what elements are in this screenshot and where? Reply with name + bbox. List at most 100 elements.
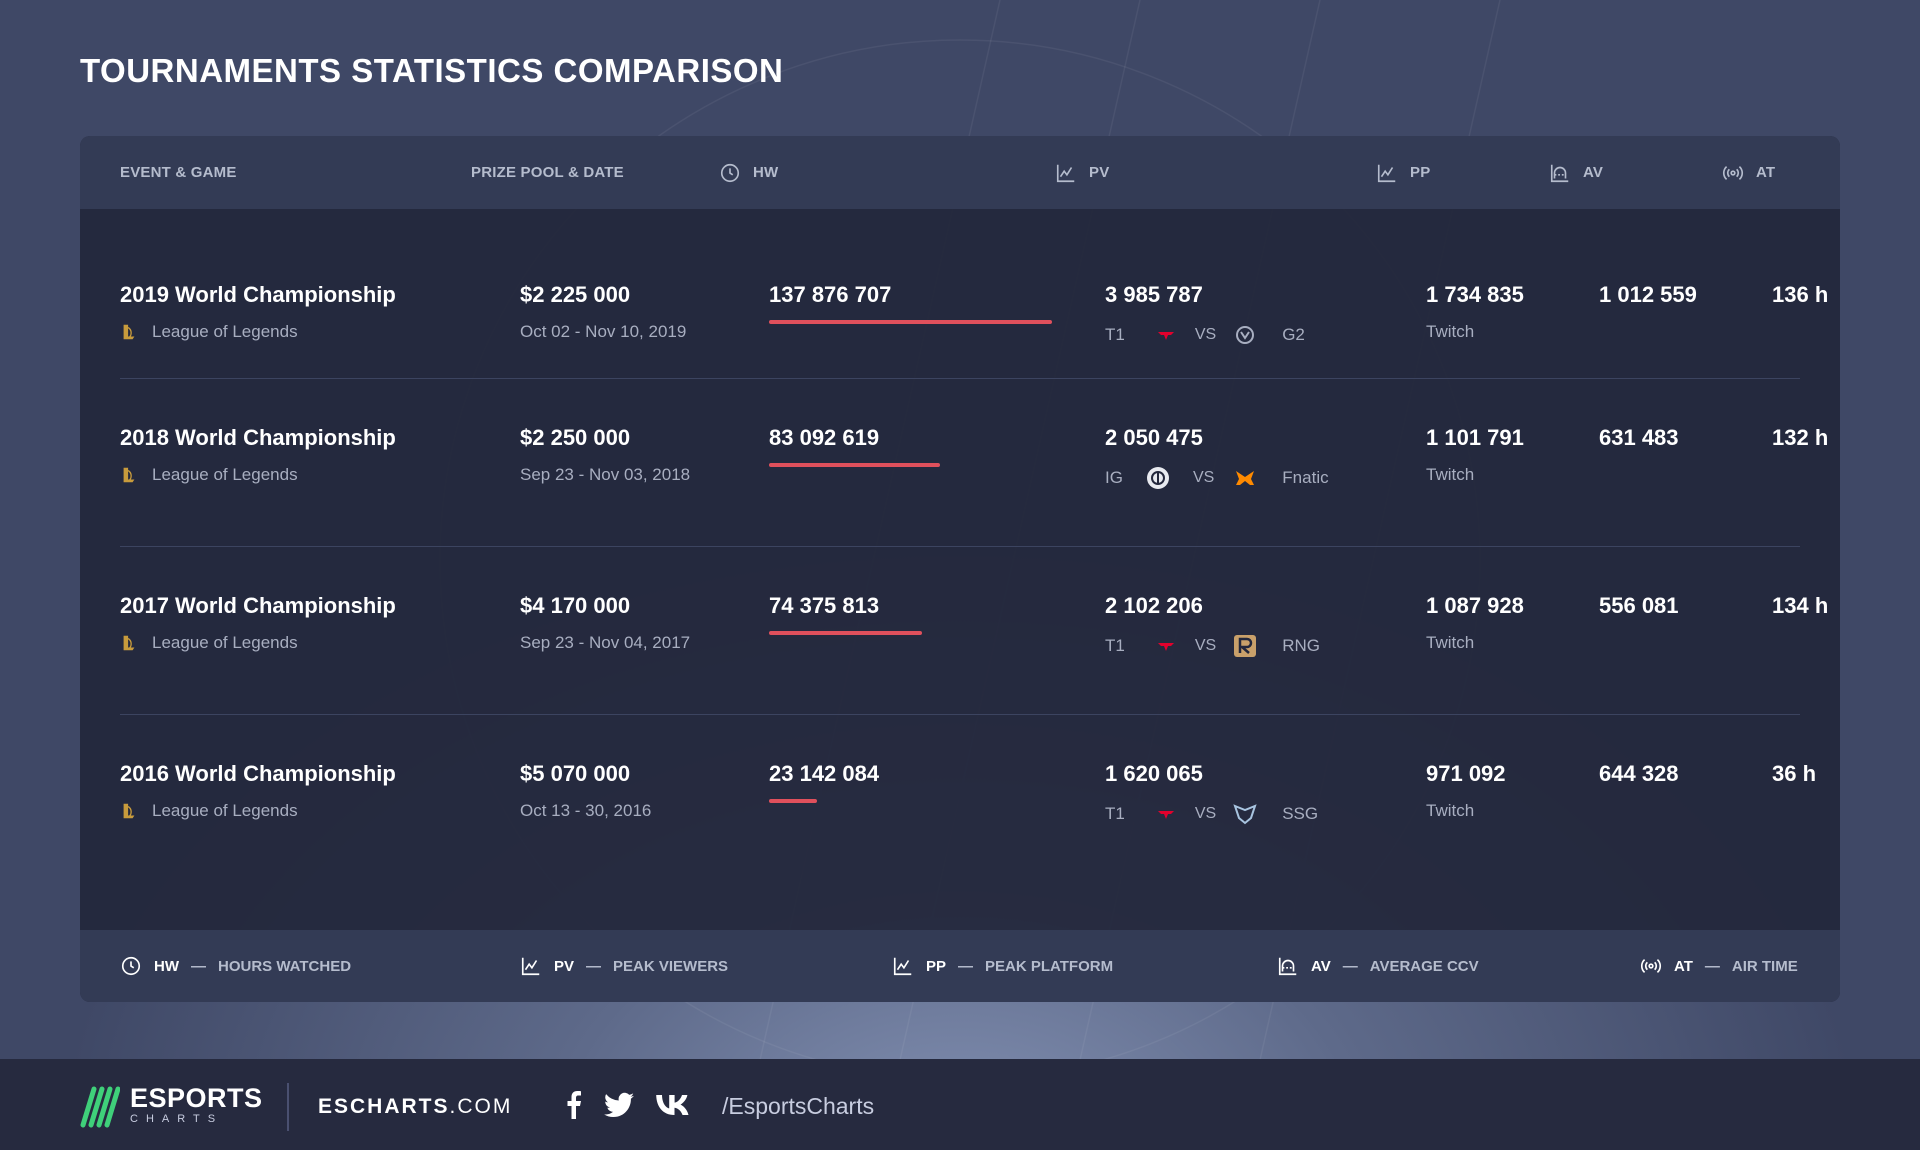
air-time: 136 h <box>1772 282 1829 307</box>
air-time: 132 h <box>1772 425 1829 450</box>
team1-name: T1 <box>1105 804 1125 823</box>
chart-icon <box>893 957 912 976</box>
hours-watched: 74 375 813 <box>769 593 880 618</box>
peak-platform-name: Twitch <box>1426 465 1475 484</box>
ssg-logo <box>1232 801 1258 827</box>
game-name: League of Legends <box>152 322 298 341</box>
team2-name: RNG <box>1282 636 1320 655</box>
peak-platform-name: Twitch <box>1426 322 1475 341</box>
hours-watched-bar <box>769 799 817 803</box>
team2-name: SSG <box>1282 804 1319 823</box>
av-cell: 644 328 <box>1599 761 1679 787</box>
hours-watched-bar <box>769 463 940 467</box>
event-cell: 2019 World Championship League of Legend… <box>120 282 396 342</box>
average-chart-icon <box>1278 957 1297 976</box>
prize-cell: $2 225 000 Oct 02 - Nov 10, 2019 <box>520 282 686 342</box>
vs-label: VS <box>1194 326 1217 343</box>
pv-cell: 3 985 787 T1 VS G2 <box>1105 282 1305 348</box>
hours-watched: 137 876 707 <box>769 282 892 307</box>
peak-platform-value: 1 734 835 <box>1426 282 1524 307</box>
average-chart-icon <box>1550 164 1569 182</box>
broadcast-icon <box>1640 958 1662 974</box>
hours-watched-bar <box>769 320 1052 324</box>
hours-watched-bar <box>769 631 922 635</box>
table-body: 2019 World Championship League of Legend… <box>120 209 1828 885</box>
event-name: 2016 World Championship <box>120 761 396 786</box>
hw-cell: 83 092 619 <box>769 425 940 467</box>
header-pv: PV <box>1055 136 1109 209</box>
brand-subtitle: CHARTS <box>130 1113 224 1125</box>
av-cell: 631 483 <box>1599 425 1679 451</box>
pp-cell: 1 087 928 Twitch <box>1426 593 1524 653</box>
header-prize-date: PRIZE POOL & DATE <box>471 164 624 181</box>
event-date: Oct 02 - Nov 10, 2019 <box>520 322 687 341</box>
prize-cell: $4 170 000 Sep 23 - Nov 04, 2017 <box>520 593 690 653</box>
twitter-icon[interactable] <box>604 1091 634 1119</box>
brand-logo[interactable]: ESPORTS CHARTS <box>80 1081 263 1129</box>
pp-cell: 1 101 791 Twitch <box>1426 425 1524 485</box>
chart-icon <box>1377 164 1396 182</box>
social-handle[interactable]: /EsportsCharts <box>722 1093 875 1119</box>
social-links <box>566 1091 690 1119</box>
team1-name: IG <box>1105 468 1123 487</box>
stats-table: EVENT & GAME PRIZE POOL & DATE HW PV PP … <box>80 136 1840 1002</box>
prize-pool: $2 250 000 <box>520 425 631 450</box>
facebook-icon[interactable] <box>566 1091 582 1119</box>
pv-cell: 2 050 475 IG VS Fnatic <box>1105 425 1329 491</box>
team1-name: T1 <box>1105 636 1125 655</box>
team1-name: T1 <box>1105 325 1125 344</box>
prize-pool: $5 070 000 <box>520 761 631 786</box>
team2-name: G2 <box>1282 325 1305 344</box>
av-cell: 1 012 559 <box>1599 282 1697 308</box>
event-cell: 2016 World Championship League of Legend… <box>120 761 396 821</box>
brand-name: ESPORTS <box>130 1083 263 1113</box>
event-date: Sep 23 - Nov 04, 2017 <box>520 633 691 652</box>
league-of-legends-icon <box>123 324 135 340</box>
league-of-legends-icon <box>123 467 135 483</box>
team2-name: Fnatic <box>1282 468 1329 487</box>
t1-logo <box>1153 801 1179 827</box>
hw-cell: 74 375 813 <box>769 593 922 635</box>
event-name: 2019 World Championship <box>120 282 396 307</box>
header-at: AT <box>1722 136 1775 209</box>
peak-platform-value: 971 092 <box>1426 761 1506 786</box>
legend-item-at: AT — AIR TIME <box>1640 930 1798 1002</box>
event-date: Sep 23 - Nov 03, 2018 <box>520 465 691 484</box>
website-link[interactable]: ESCHARTS.COM <box>318 1095 513 1118</box>
event-name: 2017 World Championship <box>120 593 396 618</box>
chart-icon <box>1056 164 1075 182</box>
legend: HW — HOURS WATCHED PV — PEAK VIEWERS PP — PEAK… <box>80 930 1840 1002</box>
table-row[interactable]: 2019 World Championship League of Legend… <box>120 209 1828 379</box>
peak-match: T1 VS SSG <box>1105 801 1318 827</box>
pp-cell: 971 092 Twitch <box>1426 761 1506 821</box>
pp-cell: 1 734 835 Twitch <box>1426 282 1524 342</box>
legend-item-av: AV — AVERAGE CCV <box>1277 930 1479 1002</box>
broadcast-icon <box>1722 165 1744 180</box>
pv-cell: 1 620 065 T1 VS SSG <box>1105 761 1318 827</box>
peak-viewers: 2 102 206 <box>1105 593 1203 618</box>
hw-cell: 23 142 084 <box>769 761 879 803</box>
vk-icon[interactable] <box>656 1091 690 1119</box>
table-row[interactable]: 2017 World Championship League of Legend… <box>120 547 1828 715</box>
at-cell: 134 h <box>1772 593 1828 619</box>
league-of-legends-icon <box>123 635 135 651</box>
air-time: 36 h <box>1772 761 1817 786</box>
legend-item-pp: PP — PEAK PLATFORM <box>892 930 1113 1002</box>
clock-icon <box>720 163 740 182</box>
rng-logo <box>1232 633 1258 659</box>
peak-match: T1 VS G2 <box>1105 322 1305 348</box>
legend-item-hw: HW — HOURS WATCHED <box>120 930 351 1002</box>
peak-match: T1 VS RNG <box>1105 633 1320 659</box>
peak-platform-value: 1 101 791 <box>1426 425 1524 450</box>
event-name: 2018 World Championship <box>120 425 396 450</box>
average-ccv: 556 081 <box>1599 593 1679 618</box>
table-row[interactable]: 2016 World Championship League of Legend… <box>120 715 1816 885</box>
t1-logo <box>1153 633 1179 659</box>
table-row[interactable]: 2018 World Championship League of Legend… <box>120 379 1828 547</box>
vs-label: VS <box>1194 805 1217 822</box>
average-ccv: 631 483 <box>1599 425 1679 450</box>
hours-watched: 83 092 619 <box>769 425 880 450</box>
header-hw: HW <box>719 136 778 209</box>
peak-platform-name: Twitch <box>1426 633 1475 652</box>
header-pp: PP <box>1376 136 1430 209</box>
